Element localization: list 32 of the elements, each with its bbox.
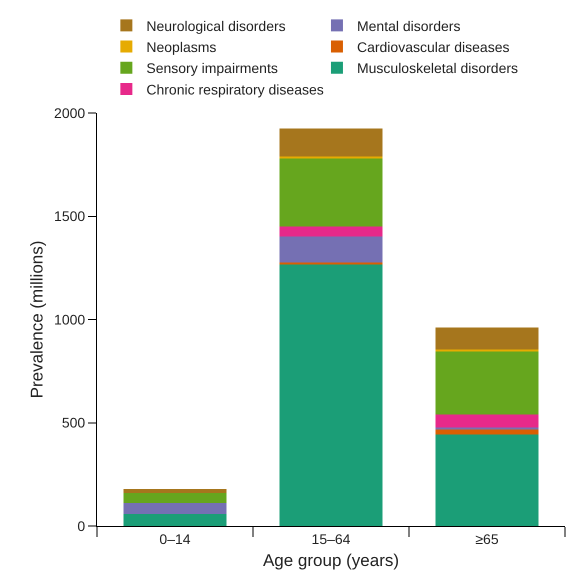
legend-label: Neoplasms (146, 39, 216, 55)
bar (280, 264, 382, 526)
legend-label: Chronic respiratory diseases (146, 81, 324, 98)
x-tick-label: 0–14 (159, 530, 191, 547)
y-tick-label: 2000 (54, 104, 86, 121)
bar (280, 226, 382, 236)
bar (436, 434, 538, 526)
y-tick-label: 1000 (54, 311, 86, 328)
y-tick-label: 500 (62, 414, 86, 431)
legend-label: Mental disorders (356, 18, 460, 34)
bar (280, 236, 382, 263)
bar (124, 493, 226, 504)
legend-label: Sensory impairments (146, 60, 278, 76)
y-tick-label: 1500 (54, 208, 86, 224)
legend-label: Neurological disorders (146, 18, 286, 34)
x-axis-title: Age group (years) (262, 551, 400, 570)
bar (124, 514, 226, 526)
x-tick-label: 15–64 (312, 530, 351, 547)
x-tick-label: ≥65 (475, 530, 499, 547)
y-tick-label: 0 (77, 518, 86, 534)
bar (436, 352, 538, 414)
bar (436, 328, 538, 350)
legend-label: Musculoskeletal disorders (356, 60, 518, 76)
bar (280, 158, 382, 227)
bar (124, 489, 226, 494)
bar (124, 503, 226, 514)
bar (436, 349, 538, 352)
bar (436, 429, 538, 434)
legend-label: Cardiovascular diseases (356, 39, 510, 55)
y-axis-title: Prevalence (millions) (28, 240, 47, 398)
bar (436, 414, 538, 428)
bar (280, 128, 382, 157)
